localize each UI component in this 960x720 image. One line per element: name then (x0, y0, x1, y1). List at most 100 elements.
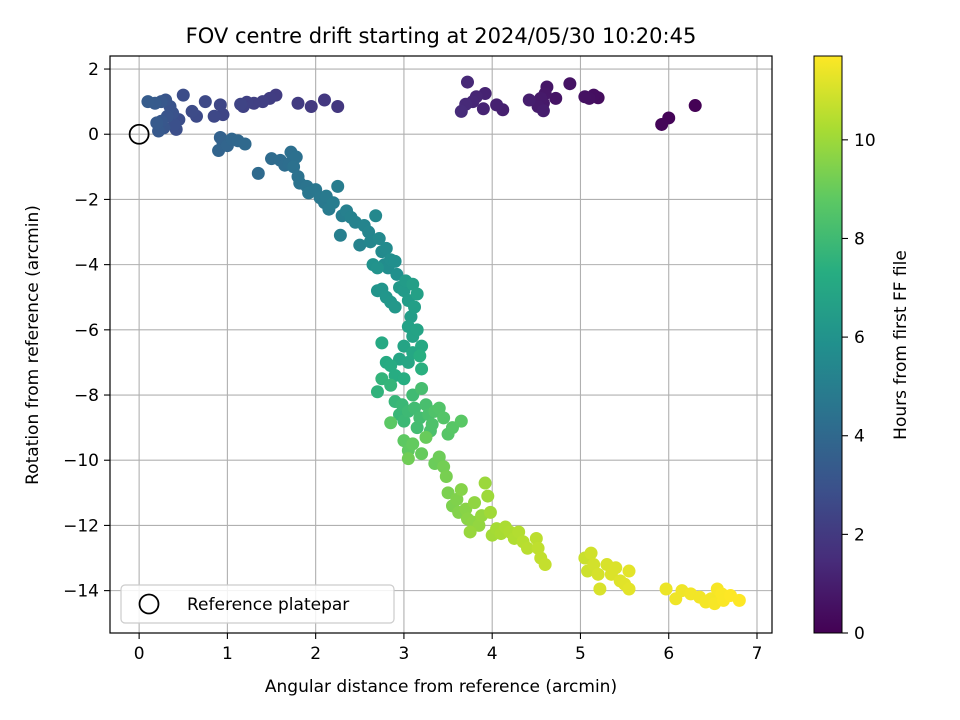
y-tick-label: 2 (88, 60, 99, 80)
colorbar-gradient (813, 55, 843, 634)
colorbar-tick-label: 8 (854, 229, 865, 249)
data-point (331, 179, 345, 193)
data-point (362, 225, 376, 239)
data-point (450, 492, 464, 506)
data-point (591, 567, 605, 581)
data-point (415, 447, 429, 461)
data-point (732, 593, 746, 607)
data-point (370, 261, 384, 275)
y-axis-ticks: −14 −12 −10 −8 −6 −4 −2 0 2 (63, 60, 110, 602)
data-point (185, 104, 199, 118)
y-tick-label: −14 (63, 582, 99, 602)
data-point (408, 401, 422, 415)
chart-title: FOV centre drift starting at 2024/05/30 … (186, 24, 697, 48)
data-point (176, 88, 190, 102)
data-point (478, 476, 492, 490)
data-point (538, 558, 552, 572)
data-point (432, 401, 446, 415)
data-point (521, 541, 535, 555)
data-point (587, 558, 601, 572)
data-point (406, 437, 420, 451)
data-point (463, 525, 477, 539)
data-point (401, 355, 415, 369)
data-point (370, 385, 384, 399)
data-point (150, 116, 164, 130)
data-point (476, 102, 490, 116)
x-axis-label: Angular distance from reference (arcmin) (265, 677, 617, 697)
data-point (437, 411, 451, 425)
data-point (251, 166, 265, 180)
data-point (287, 160, 301, 174)
data-point (415, 339, 429, 353)
data-point (289, 150, 303, 164)
data-point (536, 104, 550, 118)
data-point (410, 323, 424, 337)
data-point (375, 336, 389, 350)
plot-frame (109, 55, 773, 634)
colorbar-tick-label: 0 (854, 624, 865, 644)
data-point (404, 310, 418, 324)
colorbar-tick-label: 6 (854, 328, 865, 348)
data-point (410, 421, 424, 435)
data-point (563, 77, 577, 91)
data-point (460, 75, 474, 89)
data-point (481, 489, 495, 503)
data-point (408, 300, 422, 314)
data-point (317, 93, 331, 107)
data-point (379, 241, 393, 255)
colorbar-tick-label: 4 (854, 427, 865, 447)
colorbar: 0 2 4 6 8 10 Hours from first FF file (813, 55, 911, 644)
data-point (584, 546, 598, 560)
grid-lines (110, 56, 772, 633)
x-tick-label: 0 (134, 644, 145, 664)
y-tick-label: −8 (74, 386, 99, 406)
data-point (388, 254, 402, 268)
legend: Reference platepar (120, 584, 395, 624)
data-point (384, 378, 398, 392)
data-point (234, 97, 248, 111)
data-point (326, 196, 340, 210)
data-point (529, 531, 543, 545)
x-tick-label: 2 (310, 644, 321, 664)
colorbar-tick-label: 10 (854, 131, 876, 151)
data-point (578, 90, 592, 104)
data-point (304, 100, 318, 114)
colorbar-ticks: 0 2 4 6 8 10 (842, 131, 876, 644)
data-point (622, 582, 636, 596)
colorbar-tick-label: 2 (854, 525, 865, 545)
data-point (437, 460, 451, 474)
data-point (207, 109, 221, 123)
data-point (454, 414, 468, 428)
data-point (397, 372, 411, 386)
data-point (425, 417, 439, 431)
data-point (384, 359, 398, 373)
data-point (439, 470, 453, 484)
y-axis-label: Rotation from reference (arcmin) (23, 205, 43, 485)
data-point (688, 99, 702, 113)
legend-label: Reference platepar (187, 595, 349, 615)
data-point (415, 382, 429, 396)
x-tick-label: 1 (222, 644, 233, 664)
x-tick-label: 7 (752, 644, 763, 664)
data-point (369, 209, 383, 223)
colorbar-label: Hours from first FF file (891, 250, 911, 440)
data-point (388, 300, 402, 314)
legend-box (120, 584, 395, 624)
data-point (522, 93, 536, 107)
data-point (419, 430, 433, 444)
data-point (609, 561, 623, 575)
reference-platepar-marker (128, 123, 150, 145)
data-point (291, 96, 305, 110)
data-point (397, 414, 411, 428)
data-point (413, 349, 427, 363)
data-point (468, 496, 482, 510)
legend-marker-icon (138, 593, 160, 615)
data-point (415, 362, 429, 376)
y-tick-label: −6 (74, 321, 99, 341)
data-point (483, 505, 497, 519)
x-tick-label: 5 (575, 644, 586, 664)
data-point (655, 117, 669, 131)
data-point (333, 228, 347, 242)
x-axis-ticks: 0 1 2 3 4 5 6 7 (134, 633, 763, 664)
